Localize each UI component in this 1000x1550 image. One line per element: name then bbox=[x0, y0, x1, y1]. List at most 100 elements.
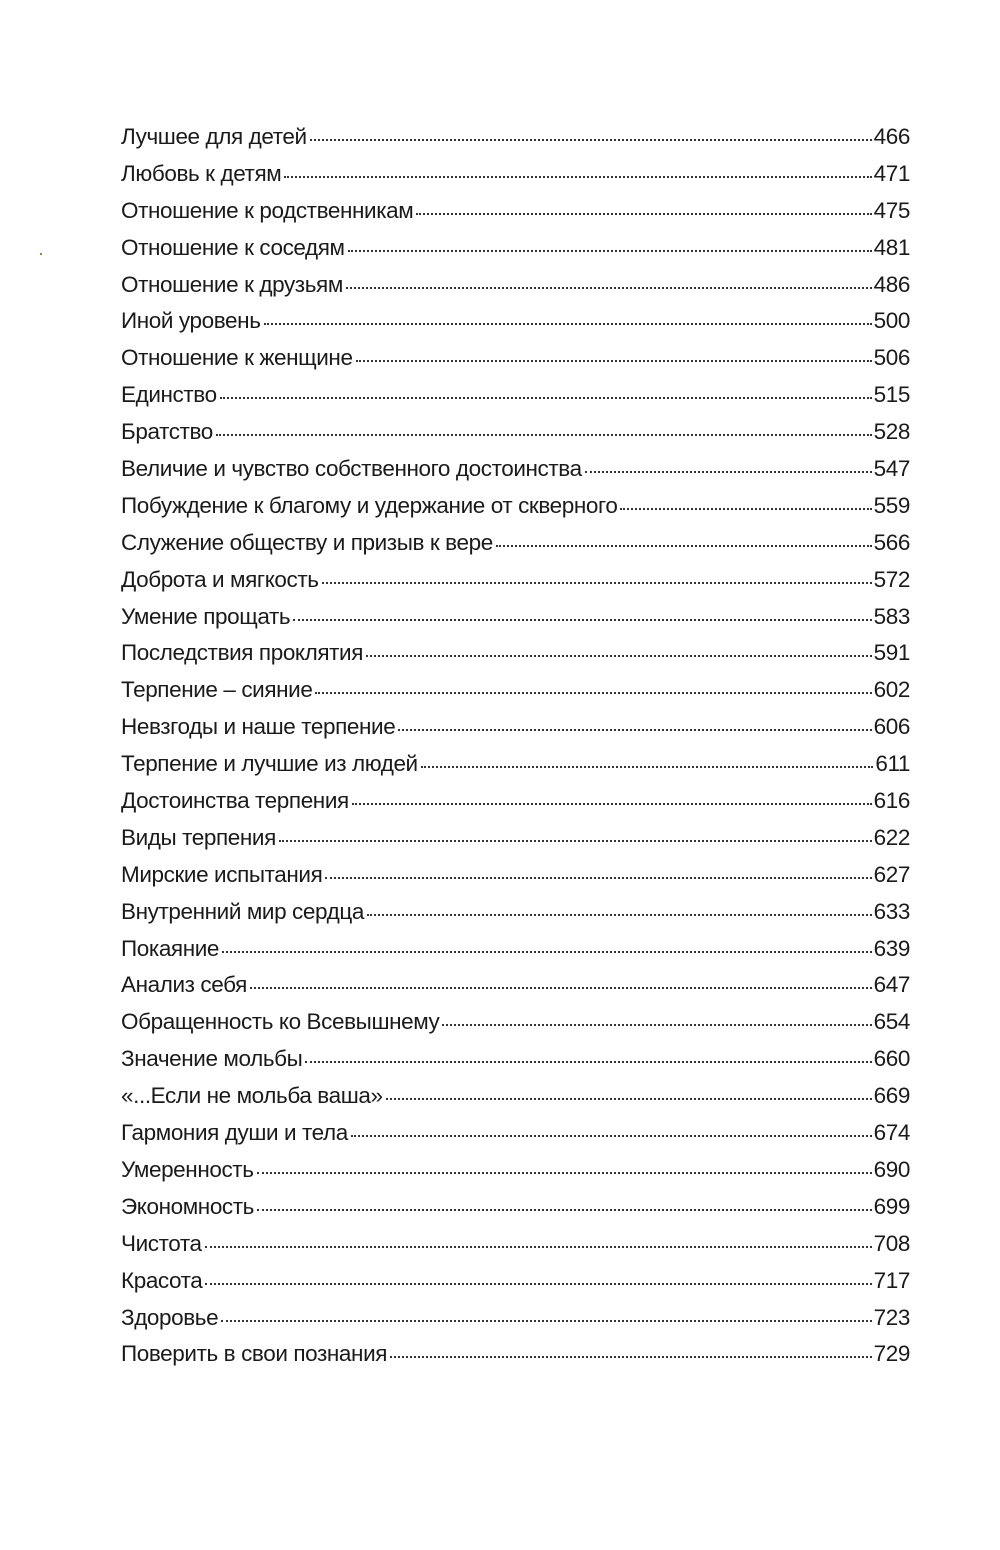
toc-entry-page: 500 bbox=[873, 308, 911, 334]
toc-entry-page: 627 bbox=[873, 861, 911, 887]
toc-entry: Отношение к женщине 506 bbox=[121, 345, 910, 382]
toc-entry-title: Отношение к родственникам bbox=[121, 197, 414, 223]
toc-entry: Покаяние 639 bbox=[121, 936, 910, 973]
toc-entry: Лучшее для детей 466 bbox=[121, 124, 910, 161]
dot-leader bbox=[351, 803, 872, 806]
toc-entry-title: Отношение к соседям bbox=[121, 234, 345, 260]
toc-entry-page: 602 bbox=[873, 677, 911, 703]
dot-leader bbox=[347, 249, 872, 252]
toc-entry-page: 654 bbox=[873, 1009, 911, 1035]
toc-entry: Обращенность ко Всевышнему 654 bbox=[121, 1009, 910, 1046]
toc-entry-title: Значение мольбы bbox=[121, 1046, 303, 1072]
toc-entry-title: Единство bbox=[121, 382, 217, 408]
toc-entry-title: Последствия проклятия bbox=[121, 640, 364, 666]
toc-entry-page: 669 bbox=[873, 1083, 911, 1109]
dot-leader bbox=[219, 397, 872, 400]
toc-entry: Экономность 699 bbox=[121, 1194, 910, 1231]
dot-leader bbox=[215, 434, 872, 437]
toc-entry-title: «...Если не мольба ваша» bbox=[121, 1083, 383, 1109]
dot-leader bbox=[293, 618, 872, 621]
toc-entry: Виды терпения 622 bbox=[121, 825, 910, 862]
toc-entry-title: Терпение и лучшие из людей bbox=[121, 751, 418, 777]
toc-entry-page: 611 bbox=[875, 751, 910, 777]
dot-leader bbox=[366, 913, 872, 916]
dot-leader bbox=[495, 544, 872, 547]
toc-entry-title: Покаяние bbox=[121, 935, 220, 961]
toc-entry-page: 506 bbox=[873, 345, 911, 371]
toc-entry: Доброта и мягкость 572 bbox=[121, 567, 910, 604]
dot-leader bbox=[256, 1171, 872, 1174]
toc-entry-page: 471 bbox=[873, 160, 911, 186]
toc-entry: Братство 528 bbox=[121, 419, 910, 456]
dot-leader bbox=[620, 507, 872, 510]
toc-entry: Достоинства терпения 616 bbox=[121, 788, 910, 825]
toc-entry-title: Достоинства терпения bbox=[121, 788, 349, 814]
toc-entry-page: 606 bbox=[873, 714, 911, 740]
toc-entry-page: 622 bbox=[873, 824, 911, 850]
toc-entry-page: 475 bbox=[873, 197, 911, 223]
toc-entry: Поверить в свои познания 729 bbox=[121, 1341, 910, 1378]
toc-entry-page: 717 bbox=[873, 1267, 911, 1293]
toc-entry: Анализ себя 647 bbox=[121, 972, 910, 1009]
toc-entry: Побуждение к благому и удержание от скве… bbox=[121, 493, 910, 530]
toc-entry-page: 559 bbox=[873, 492, 911, 518]
toc-entry: Здоровье 723 bbox=[121, 1305, 910, 1342]
toc-entry-page: 723 bbox=[873, 1304, 911, 1330]
toc-entry-title: Внутренний мир сердца bbox=[121, 898, 364, 924]
dot-leader bbox=[325, 876, 872, 879]
toc-entry: Единство 515 bbox=[121, 382, 910, 419]
dot-leader bbox=[204, 1245, 872, 1248]
toc-entry: Отношение к соседям 481 bbox=[121, 235, 910, 272]
table-of-contents: Лучшее для детей 466 Любовь к детям 471 Отно… bbox=[121, 124, 910, 1378]
toc-entry: Красота 717 bbox=[121, 1268, 910, 1305]
toc-entry: Служение обществу и призыв к вере 566 bbox=[121, 530, 910, 567]
toc-entry: Умеренность 690 bbox=[121, 1157, 910, 1194]
dot-leader bbox=[205, 1282, 872, 1285]
toc-entry: Величие и чувство собственного достоинст… bbox=[121, 456, 910, 493]
toc-entry: «...Если не мольба ваша» 669 bbox=[121, 1083, 910, 1120]
toc-entry-title: Анализ себя bbox=[121, 972, 247, 998]
toc-entry: Любовь к детям 471 bbox=[121, 161, 910, 198]
dot-leader bbox=[416, 212, 872, 215]
toc-entry-title: Здоровье bbox=[121, 1304, 219, 1330]
toc-entry-title: Доброта и мягкость bbox=[121, 566, 319, 592]
dot-leader bbox=[309, 139, 872, 141]
dot-leader bbox=[584, 471, 872, 474]
toc-entry-title: Виды терпения bbox=[121, 824, 276, 850]
toc-entry-title: Отношение к друзьям bbox=[121, 271, 343, 297]
toc-entry: Терпение – сияние 602 bbox=[121, 677, 910, 714]
toc-entry-page: 639 bbox=[873, 935, 911, 961]
toc-entry-page: 481 bbox=[873, 234, 911, 260]
dot-leader bbox=[284, 175, 872, 178]
dot-leader bbox=[221, 1319, 872, 1322]
toc-entry-title: Служение обществу и призыв к вере bbox=[121, 529, 493, 555]
scan-speck bbox=[40, 253, 42, 255]
dot-leader bbox=[350, 1135, 872, 1138]
toc-entry-page: 515 bbox=[873, 382, 911, 408]
toc-entry-title: Побуждение к благому и удержание от скве… bbox=[121, 492, 618, 518]
dot-leader bbox=[305, 1061, 872, 1064]
toc-entry: Значение мольбы 660 bbox=[121, 1046, 910, 1083]
dot-leader bbox=[222, 950, 872, 953]
toc-entry: Отношение к родственникам 475 bbox=[121, 198, 910, 235]
toc-entry: Терпение и лучшие из людей 611 bbox=[121, 751, 910, 788]
toc-entry-title: Терпение – сияние bbox=[121, 677, 313, 703]
dot-leader bbox=[278, 839, 872, 842]
toc-entry-title: Умение прощать bbox=[121, 603, 291, 629]
dot-leader bbox=[249, 987, 872, 990]
toc-entry-page: 566 bbox=[873, 529, 911, 555]
toc-entry: Гармония души и тела 674 bbox=[121, 1120, 910, 1157]
dot-leader bbox=[263, 323, 872, 326]
toc-entry-page: 647 bbox=[873, 972, 911, 998]
dot-leader bbox=[366, 655, 872, 658]
toc-entry-page: 591 bbox=[873, 640, 911, 666]
toc-entry-page: 547 bbox=[873, 456, 911, 482]
toc-entry-title: Величие и чувство собственного достоинст… bbox=[121, 456, 582, 482]
dot-leader bbox=[385, 1098, 872, 1101]
toc-entry-title: Мирские испытания bbox=[121, 861, 323, 887]
toc-entry-title: Братство bbox=[121, 419, 213, 445]
toc-entry: Чистота 708 bbox=[121, 1231, 910, 1268]
dot-leader bbox=[390, 1356, 872, 1359]
toc-entry-title: Поверить в свои познания bbox=[121, 1341, 388, 1367]
toc-entry-title: Обращенность ко Всевышнему bbox=[121, 1009, 440, 1035]
